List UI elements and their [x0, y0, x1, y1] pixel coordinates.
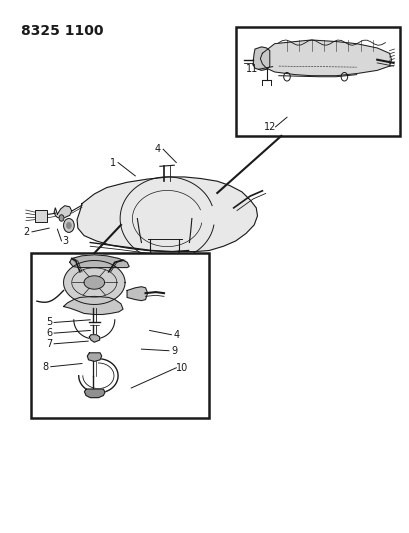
Bar — [31, 253, 209, 418]
Text: 5: 5 — [46, 318, 52, 327]
Text: 4: 4 — [155, 144, 160, 154]
Text: 1: 1 — [110, 158, 115, 167]
Circle shape — [63, 219, 74, 232]
Polygon shape — [260, 40, 391, 76]
Bar — [35, 210, 47, 222]
Polygon shape — [127, 287, 147, 301]
Text: 7: 7 — [46, 339, 52, 349]
Text: 3: 3 — [63, 236, 68, 246]
Text: 8325 1100: 8325 1100 — [21, 24, 103, 38]
Polygon shape — [63, 261, 125, 304]
Text: 2: 2 — [23, 227, 30, 237]
Polygon shape — [84, 276, 104, 289]
Text: 8: 8 — [42, 362, 48, 372]
Circle shape — [59, 215, 64, 221]
Text: 10: 10 — [176, 363, 188, 373]
Polygon shape — [89, 335, 99, 342]
Polygon shape — [253, 47, 269, 70]
Text: 9: 9 — [171, 346, 177, 356]
Text: 4: 4 — [173, 330, 179, 340]
Polygon shape — [70, 255, 129, 268]
Polygon shape — [63, 296, 123, 314]
Polygon shape — [54, 206, 72, 218]
Polygon shape — [84, 389, 105, 398]
Polygon shape — [77, 177, 257, 252]
Text: 11: 11 — [245, 64, 258, 74]
Bar — [235, 27, 399, 136]
Polygon shape — [87, 353, 101, 361]
Circle shape — [66, 222, 71, 229]
Text: 6: 6 — [46, 328, 52, 338]
Text: 12: 12 — [264, 122, 276, 132]
